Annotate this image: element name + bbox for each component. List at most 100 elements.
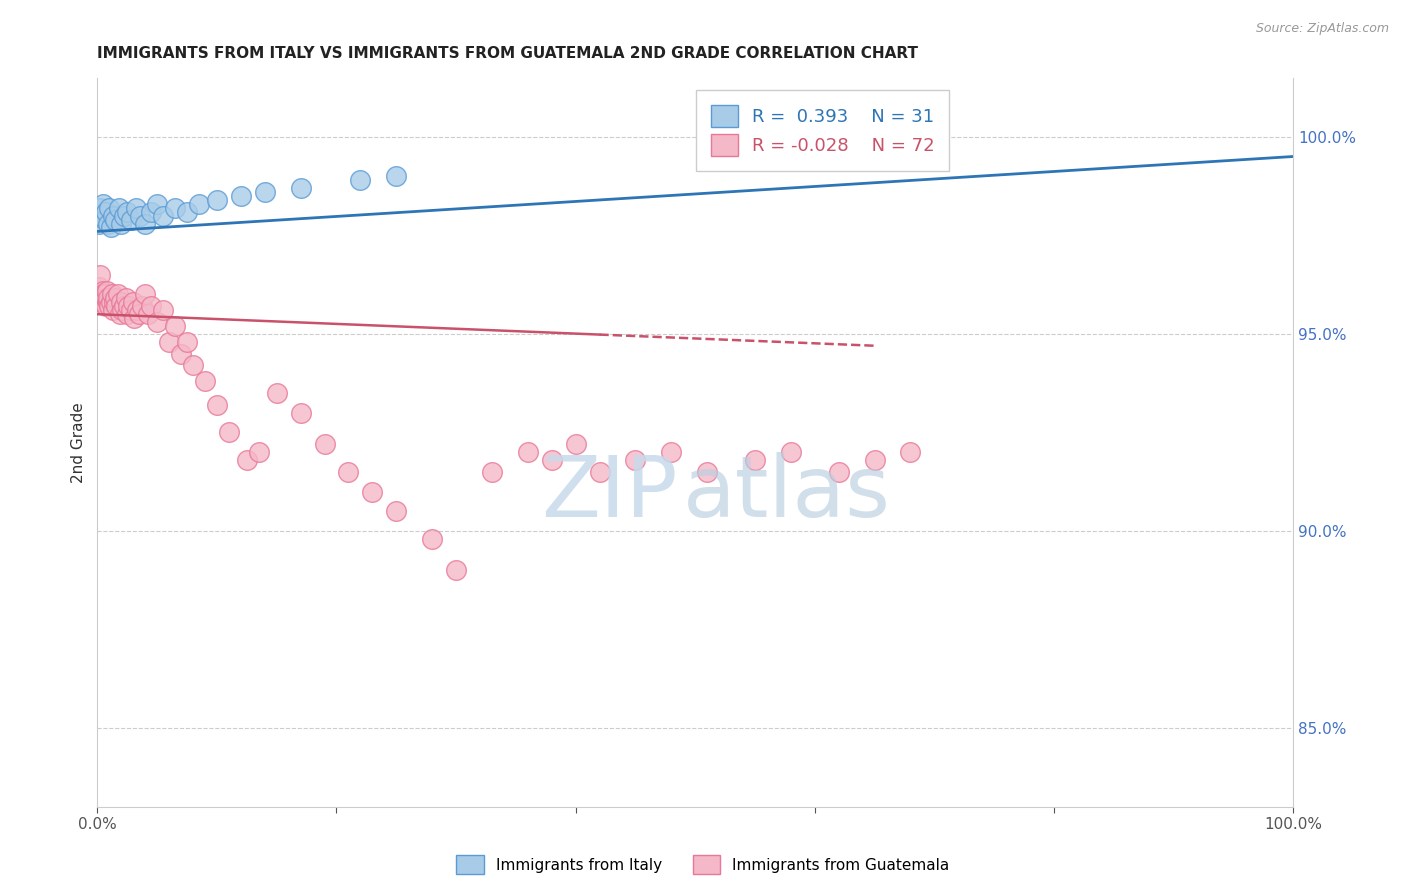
Point (181, 359, 204, 373)
Point (108, 307, 131, 321)
Point (588, 465, 610, 479)
Point (129, 209, 152, 223)
Point (205, 398, 228, 412)
Point (141, 299, 163, 313)
Point (91, 284, 114, 298)
Point (91, 196, 114, 211)
Point (93, 295, 115, 310)
Point (94, 299, 117, 313)
Point (96, 284, 118, 298)
Point (134, 287, 156, 301)
Point (94, 212, 117, 227)
Point (120, 303, 142, 318)
Point (103, 295, 125, 310)
Point (96, 292, 118, 306)
Point (188, 196, 211, 211)
Point (361, 484, 384, 499)
Point (124, 311, 146, 326)
Legend: R =  0.393    N = 31, R = -0.028    N = 72: R = 0.393 N = 31, R = -0.028 N = 72 (696, 90, 949, 170)
Point (98, 299, 121, 313)
Point (87, 279, 110, 293)
Point (97, 292, 120, 306)
Point (125, 303, 148, 318)
Text: Source: ZipAtlas.com: Source: ZipAtlas.com (1256, 22, 1389, 36)
Point (194, 374, 217, 388)
Point (91, 287, 114, 301)
Point (94, 287, 117, 301)
Point (337, 465, 360, 479)
Point (96, 295, 118, 310)
Point (152, 209, 174, 223)
Text: IMMIGRANTS FROM ITALY VS IMMIGRANTS FROM GUATEMALA 2ND GRADE CORRELATION CHART: IMMIGRANTS FROM ITALY VS IMMIGRANTS FROM… (97, 46, 918, 62)
Point (420, 532, 443, 546)
Point (100, 287, 122, 301)
Point (165, 319, 187, 334)
Legend: Immigrants from Italy, Immigrants from Guatemala: Immigrants from Italy, Immigrants from G… (450, 849, 956, 880)
Point (236, 453, 259, 467)
Point (124, 201, 146, 215)
Point (779, 445, 801, 459)
Point (100, 220, 122, 235)
Point (290, 406, 312, 420)
Point (540, 453, 562, 467)
Point (117, 299, 139, 313)
Point (624, 453, 647, 467)
Point (104, 292, 127, 306)
Point (93, 292, 115, 306)
Point (314, 437, 336, 451)
Point (385, 169, 408, 184)
Point (744, 453, 766, 467)
Point (112, 299, 135, 313)
Point (205, 193, 228, 207)
Point (90, 209, 112, 223)
Point (90, 295, 112, 310)
Point (131, 299, 153, 313)
Point (97, 217, 120, 231)
Point (898, 445, 921, 459)
Point (112, 209, 135, 223)
Point (128, 307, 150, 321)
Point (115, 204, 138, 219)
Text: ZIP: ZIP (541, 452, 678, 535)
Point (253, 185, 276, 199)
Point (108, 201, 131, 215)
Point (266, 386, 288, 401)
Point (115, 292, 138, 306)
Text: atlas: atlas (683, 452, 891, 535)
Point (107, 287, 129, 301)
Point (115, 307, 138, 321)
Point (120, 212, 142, 227)
Point (90, 287, 112, 301)
Point (110, 295, 132, 310)
Point (89, 268, 111, 282)
Point (827, 465, 849, 479)
Point (89, 201, 111, 215)
Point (516, 445, 538, 459)
Point (165, 201, 187, 215)
Point (349, 173, 371, 187)
Point (385, 504, 408, 518)
Point (290, 181, 312, 195)
Point (218, 425, 240, 440)
Point (564, 437, 586, 451)
Point (89, 217, 111, 231)
Point (444, 564, 467, 578)
Point (136, 307, 159, 321)
Point (157, 334, 180, 349)
Point (104, 212, 127, 227)
Point (176, 204, 198, 219)
Point (863, 453, 886, 467)
Point (134, 217, 156, 231)
Point (229, 189, 252, 203)
Point (110, 217, 132, 231)
Point (247, 445, 270, 459)
Point (152, 303, 174, 318)
Point (659, 445, 682, 459)
Point (146, 196, 169, 211)
Point (96, 204, 118, 219)
Point (101, 209, 124, 223)
Point (122, 295, 145, 310)
Y-axis label: 2nd Grade: 2nd Grade (72, 402, 86, 483)
Point (105, 299, 128, 313)
Point (170, 346, 193, 360)
